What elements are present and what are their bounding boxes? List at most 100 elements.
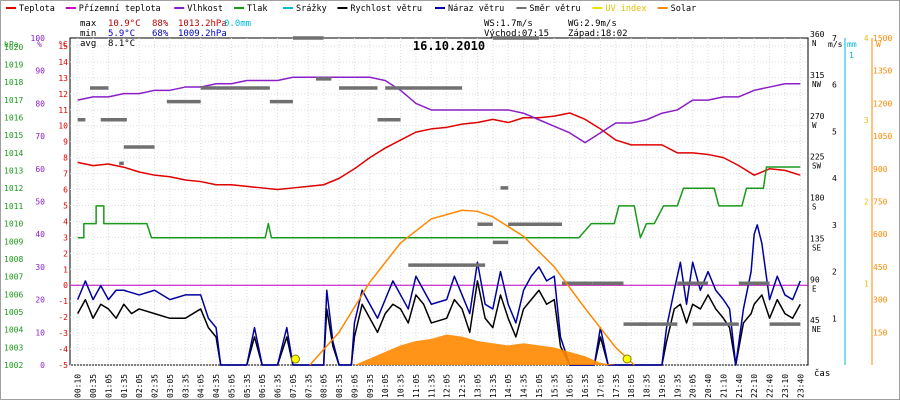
stat-max-hum: 88% (152, 19, 169, 29)
sunset-marker (622, 354, 632, 364)
tick-temperature: 11 (58, 106, 68, 115)
tick-pressure: 1005 (4, 308, 23, 317)
tick-direction-label: W (812, 121, 817, 130)
x-tick-label: 04:05 (197, 374, 206, 398)
tick-pressure: 1007 (4, 273, 23, 282)
x-axis-labels: 00:10 00:35 01:05 01:35 02:05 02:35 03:05 03:35… (74, 374, 806, 398)
tick-direction-label: NE (812, 325, 822, 334)
tick-temperature: 15 (58, 42, 68, 51)
axes: hPa1020101910181017101610151014101310121… (4, 30, 892, 370)
series-line-1 (77, 76, 801, 144)
tick-solar: 1050 (873, 132, 892, 141)
stat-avg-temp: 8.1°C (108, 39, 135, 49)
stat-max-rain: 0.0mm (224, 19, 251, 29)
stat-max-press: 1013.2hPa (178, 19, 227, 29)
stat-min-hum: 68% (152, 29, 169, 39)
x-tick-label: 22:40 (766, 374, 775, 398)
x-tick-label: 16:35 (581, 374, 590, 398)
tick-wind: 1 (832, 314, 837, 323)
tick-uv: 4 (864, 34, 869, 43)
x-tick-label: 07:35 (304, 374, 313, 398)
legend-label-9: Solar (671, 4, 697, 14)
tick-solar: 150 (873, 328, 888, 337)
tick-pressure: 1019 (4, 61, 23, 70)
x-tick-label: 01:05 (104, 374, 113, 398)
tick-solar: 300 (873, 296, 888, 305)
x-tick-label: 11:05 (412, 374, 421, 398)
tick-direction: 45 (810, 316, 820, 325)
x-tick-label: 09:35 (366, 374, 375, 398)
tick-temperature: 14 (58, 58, 68, 67)
tick-direction: 180 (810, 194, 825, 203)
tick-humidity: 20 (35, 296, 45, 305)
tick-pressure: 1002 (4, 361, 23, 370)
x-tick-label: 21:40 (735, 374, 744, 398)
x-tick-label: 05:05 (227, 374, 236, 398)
tick-pressure: 1020 (4, 43, 23, 52)
stats-panel: max 10.9°C 88% 1013.2hPa 0.0mm min 5.9°C… (80, 19, 628, 49)
tick-temperature: 13 (58, 74, 68, 83)
tick-humidity: 100 (31, 34, 46, 43)
tick-temperature: 10 (58, 122, 68, 131)
tick-humidity: 80 (35, 99, 45, 108)
tick-pressure: 1017 (4, 96, 23, 105)
x-tick-label: 20:40 (704, 374, 713, 398)
stat-avg-label: avg (80, 39, 96, 49)
tick-temperature: 7 (63, 170, 68, 179)
tick-solar: 750 (873, 198, 888, 207)
x-tick-label: 13:05 (473, 374, 482, 398)
stat-min-press: 1009.2hPa (178, 29, 227, 39)
x-tick-label: 13:35 (489, 374, 498, 398)
tick-temperature: -1 (58, 297, 68, 306)
x-tick-label: 14:05 (504, 374, 513, 398)
x-tick-label: 08:35 (335, 374, 344, 398)
tick-humidity: 70 (35, 132, 45, 141)
tick-solar: 1200 (873, 99, 892, 108)
tick-temperature: 5 (63, 201, 68, 210)
tick-direction-label: E (812, 284, 817, 293)
axis-label-humidity: % (37, 40, 42, 49)
tick-wind: 2 (832, 268, 837, 277)
tick-solar: 900 (873, 165, 888, 174)
stat-ws: WS:1.7m/s (484, 19, 533, 29)
x-tick-label: 19:35 (673, 374, 682, 398)
axis-label-rain: mm (847, 40, 857, 49)
x-tick-label: 12:05 (443, 374, 452, 398)
tick-temperature: -5 (58, 361, 68, 370)
tick-pressure: 1015 (4, 131, 23, 140)
tick-temperature: 3 (63, 233, 68, 242)
series-line-0 (77, 112, 801, 191)
tick-pressure: 1018 (4, 78, 23, 87)
x-tick-label: 14:35 (520, 374, 529, 398)
axis-label-pressure: hPa (4, 40, 19, 49)
tick-pressure: 1014 (4, 149, 23, 158)
legend-label-3: Tlak (247, 4, 267, 14)
stat-min-temp: 5.9°C (108, 29, 135, 39)
x-tick-label: 22:10 (750, 374, 759, 398)
x-tick-label: 02:05 (135, 374, 144, 398)
x-tick-label: 03:35 (181, 374, 190, 398)
legend-label-5: Rychlost větru (350, 4, 422, 14)
tick-solar: 1500 (873, 34, 892, 43)
tick-temperature: 1 (63, 265, 68, 274)
tick-pressure: 1008 (4, 255, 23, 264)
tick-temperature: 0 (63, 281, 68, 290)
x-tick-label: 03:05 (166, 374, 175, 398)
sunrise-marker (291, 354, 300, 364)
x-tick-label: 10:05 (381, 374, 390, 398)
tick-humidity: 50 (35, 198, 45, 207)
x-tick-label: 05:35 (243, 374, 252, 398)
x-tick-label: 08:05 (320, 374, 329, 398)
legend: Teplota Přízemní teplota Vlhkost Tlak Srážky… (6, 4, 696, 14)
tick-pressure: 1003 (4, 343, 23, 352)
tick-pressure: 1004 (4, 326, 23, 335)
x-tick-label: 18:35 (643, 374, 652, 398)
solar-area (339, 334, 616, 365)
x-tick-label: 15:35 (550, 374, 559, 398)
stat-sunset: Západ:18:02 (568, 29, 628, 39)
plot-area (69, 37, 809, 366)
x-tick-label: 01:35 (120, 374, 129, 398)
legend-label-8: UV index (605, 4, 646, 14)
